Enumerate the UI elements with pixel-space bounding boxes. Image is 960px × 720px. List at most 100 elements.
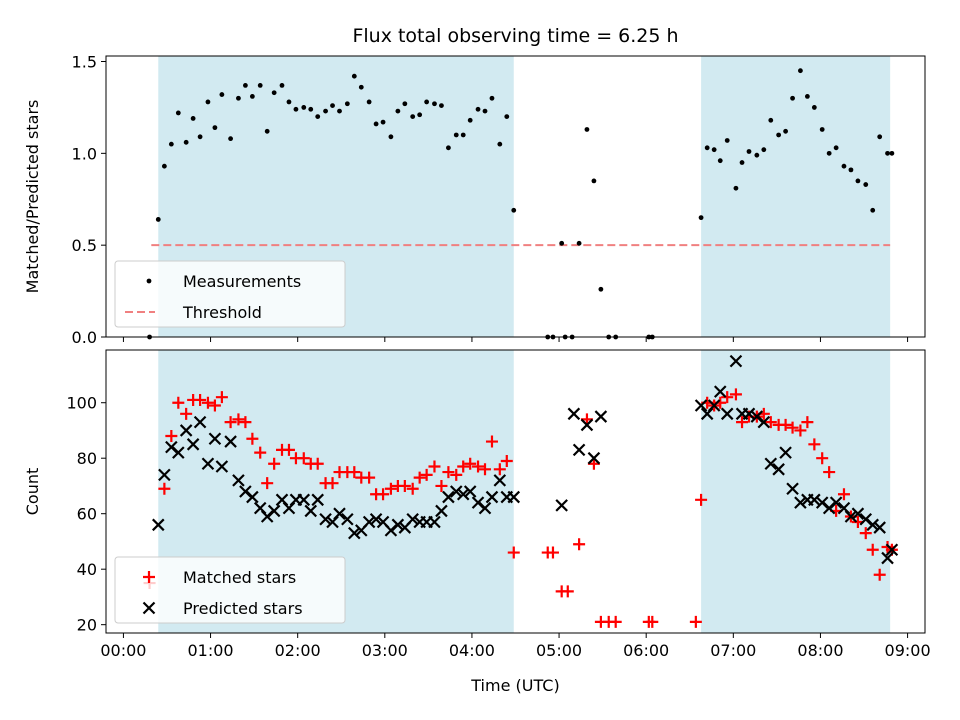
predicted-stars-point [246, 490, 259, 504]
measurements-point [293, 106, 299, 112]
matched-stars-point [464, 457, 477, 470]
predicted-stars-point [873, 521, 886, 534]
measurements-point [746, 149, 752, 154]
predicted-stars-point [333, 507, 346, 520]
predicted-stars-point [362, 515, 376, 529]
measurements-point [885, 150, 890, 156]
measurements-point [511, 207, 517, 213]
measurements-point [717, 158, 723, 164]
predicted-stars-point [555, 499, 568, 512]
predicted-stars-point [297, 493, 311, 507]
measurements-point [724, 138, 730, 143]
x-tick-label: 08:00 [797, 641, 843, 660]
matched-stars-point [268, 457, 281, 470]
matched-stars-point [246, 432, 259, 445]
matched-stars-point [689, 615, 702, 628]
measurements-point [804, 94, 810, 99]
x-tick-label: 04:00 [449, 641, 495, 660]
measurements-point [889, 150, 895, 156]
matched-stars-point [180, 407, 193, 420]
matched-stars-point [507, 546, 520, 559]
matched-stars-point [794, 424, 807, 437]
predicted-stars-point [587, 451, 601, 465]
measurements-point [358, 84, 364, 90]
measurements-point [155, 217, 161, 222]
measurements-point [826, 150, 832, 156]
predicted-stars-point [507, 490, 521, 504]
predicted-stars-point [757, 415, 771, 429]
predicted-stars-point [851, 507, 865, 520]
measurements-point [768, 117, 774, 123]
matched-stars-point [165, 430, 178, 443]
measurements-point [337, 108, 342, 114]
predicted-stars-point [435, 504, 448, 518]
matched-stars-point [442, 466, 455, 479]
predicted-stars-point [808, 493, 821, 507]
matched-stars-point [215, 391, 228, 404]
predicted-stars-point [442, 490, 455, 504]
matched-stars-point [472, 460, 485, 473]
measurements-point [711, 147, 717, 153]
measurements-point [848, 167, 854, 173]
matched-stars-point [561, 585, 574, 598]
matched-stars-point [311, 457, 324, 470]
measurements-point [257, 82, 263, 88]
measurements-point [754, 152, 760, 158]
matched-stars-point [816, 452, 829, 465]
matched-stars-point [413, 471, 426, 484]
measurements-point [482, 108, 488, 114]
predicted-stars-point [348, 526, 361, 540]
predicted-stars-point [885, 543, 899, 557]
matched-stars-point [398, 479, 411, 492]
measurements-point [584, 127, 590, 132]
measurements-point [271, 90, 277, 96]
bottom-panel: 00:00 01:00 02:00 03:00 04:00 05:00 06:00 07:00… [23, 349, 931, 695]
predicted-stars-point [267, 504, 281, 518]
measurements-point [205, 99, 211, 105]
matched-stars-point [573, 538, 586, 551]
matched-stars-point [363, 471, 376, 484]
measurements-point [417, 112, 423, 118]
predicted-stars-point [304, 504, 318, 518]
legend-marker-measurements [146, 278, 152, 284]
x-tick-label: 00:00 [100, 641, 146, 660]
measurements-point [497, 141, 503, 147]
matched-stars-point [779, 418, 792, 431]
measurements-point [855, 178, 861, 184]
predicted-stars-point [224, 435, 237, 448]
matched-stars-point [297, 452, 310, 465]
measurements-point [446, 145, 451, 151]
matched-stars-point [873, 568, 886, 581]
measurements-point [219, 92, 225, 97]
predicted-stars-point [179, 424, 193, 437]
matched-stars-point [450, 468, 463, 481]
measurements-point [410, 114, 416, 120]
x-tick-label: 05:00 [536, 641, 582, 660]
predicted-stars-point [232, 474, 245, 487]
measurements-point [453, 132, 459, 138]
predicted-stars-point [844, 510, 858, 523]
matched-stars-point [729, 388, 742, 401]
matched-stars-point [435, 479, 448, 492]
y-tick-label: 40 [77, 560, 97, 579]
predicted-stars-point [456, 487, 470, 501]
matched-stars-point [420, 468, 433, 481]
measurements-point [439, 103, 444, 108]
predicted-stars-point [463, 485, 477, 498]
measurements-point [190, 116, 196, 121]
measurements-point [877, 134, 883, 140]
predicted-stars-point [764, 457, 778, 471]
matched-stars-point [224, 416, 237, 429]
matched-stars-point [764, 416, 777, 429]
chart-title: Flux total observing time = 6.25 h [352, 25, 678, 47]
predicted-stars-point [572, 443, 586, 457]
measurements-point [323, 108, 328, 114]
measurements-point [489, 95, 495, 101]
matched-stars-point [823, 466, 836, 479]
predicted-stars-point [193, 415, 207, 429]
measurements-point [559, 240, 565, 246]
predicted-stars-point [829, 496, 843, 509]
measurements-point [301, 105, 307, 110]
matched-stars-point [232, 413, 245, 426]
measurements-point [243, 82, 248, 88]
